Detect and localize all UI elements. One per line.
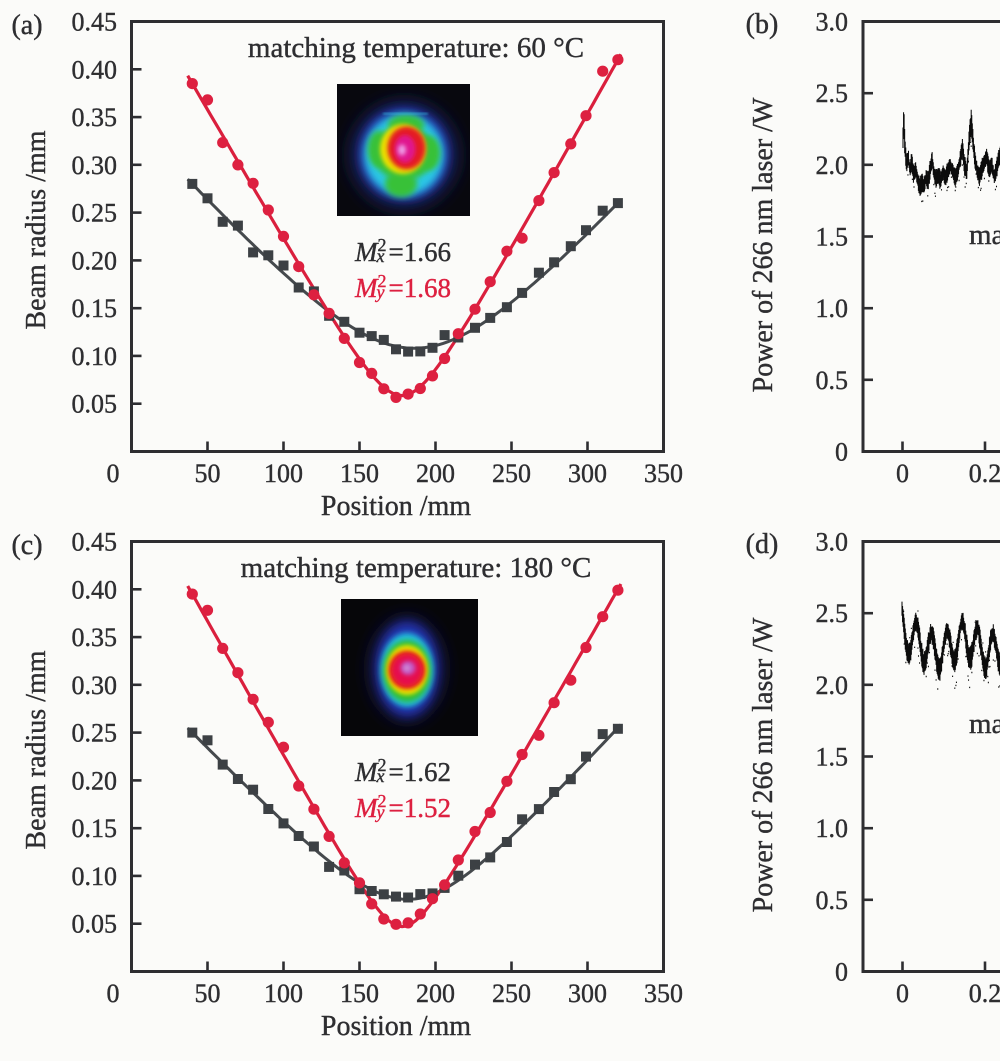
svg-text:1.0: 1.0 bbox=[816, 294, 849, 323]
svg-text:1.0: 1.0 bbox=[816, 814, 849, 843]
svg-text:0.20: 0.20 bbox=[72, 246, 118, 275]
svg-text:0.20: 0.20 bbox=[72, 766, 118, 795]
svg-text:0.25: 0.25 bbox=[72, 719, 118, 748]
svg-text:(c): (c) bbox=[11, 530, 42, 561]
svg-text:1.5: 1.5 bbox=[816, 223, 849, 252]
svg-text:2.0: 2.0 bbox=[816, 671, 849, 700]
svg-text:0.30: 0.30 bbox=[72, 671, 118, 700]
svg-text:100: 100 bbox=[264, 459, 303, 488]
svg-text:50: 50 bbox=[195, 979, 221, 1008]
svg-text:M2x=1.66: M2 x =1.66 bbox=[354, 235, 451, 267]
svg-text:0.15: 0.15 bbox=[72, 814, 118, 843]
svg-text:300: 300 bbox=[568, 459, 607, 488]
svg-text:0.40: 0.40 bbox=[72, 55, 118, 84]
svg-text:300: 300 bbox=[568, 979, 607, 1008]
svg-text:200: 200 bbox=[416, 979, 455, 1008]
svg-text:0.45: 0.45 bbox=[72, 8, 118, 37]
svg-text:Power of 266 nm laser /W: Power of 266 nm laser /W bbox=[748, 617, 779, 912]
svg-text:0: 0 bbox=[107, 459, 120, 488]
svg-text:0.40: 0.40 bbox=[72, 575, 118, 604]
svg-text:(d): (d) bbox=[746, 529, 779, 560]
svg-text:0.2: 0.2 bbox=[969, 979, 1000, 1008]
svg-text:0.5: 0.5 bbox=[816, 886, 849, 915]
svg-text:matching temperature: 180 °C: matching temperature: 180 °C bbox=[241, 552, 592, 584]
svg-text:250: 250 bbox=[492, 979, 531, 1008]
svg-text:0.15: 0.15 bbox=[72, 294, 118, 323]
svg-text:0.05: 0.05 bbox=[72, 390, 118, 419]
svg-text:0.05: 0.05 bbox=[72, 910, 118, 939]
svg-text:M2y=1.52: M2 y =1.52 bbox=[354, 791, 451, 823]
svg-text:0.10: 0.10 bbox=[72, 342, 118, 371]
svg-text:0.35: 0.35 bbox=[72, 623, 118, 652]
svg-text:Position /mm: Position /mm bbox=[321, 1011, 471, 1042]
svg-text:2.5: 2.5 bbox=[816, 599, 849, 628]
svg-text:Power of 266 nm laser /W: Power of 266 nm laser /W bbox=[748, 97, 779, 392]
svg-text:3.0: 3.0 bbox=[816, 8, 849, 37]
svg-text:M2y=1.68: M2 y =1.68 bbox=[354, 271, 451, 303]
svg-text:(a): (a) bbox=[11, 10, 42, 41]
svg-text:0.45: 0.45 bbox=[72, 528, 118, 557]
svg-text:0.25: 0.25 bbox=[72, 199, 118, 228]
svg-text:(b): (b) bbox=[746, 9, 779, 40]
svg-text:250: 250 bbox=[492, 459, 531, 488]
svg-text:0.10: 0.10 bbox=[72, 862, 118, 891]
svg-text:matching temperature: 60 °C: matching temperature: 60 °C bbox=[248, 32, 584, 64]
svg-text:Beam radius /mm: Beam radius /mm bbox=[21, 130, 52, 329]
svg-text:Beam radius /mm: Beam radius /mm bbox=[21, 650, 52, 849]
svg-text:matching temperature: matching temperature bbox=[969, 219, 1000, 251]
svg-text:0: 0 bbox=[107, 979, 120, 1008]
svg-text:150: 150 bbox=[340, 459, 379, 488]
svg-text:Position /mm: Position /mm bbox=[321, 491, 471, 522]
svg-text:50: 50 bbox=[195, 459, 221, 488]
svg-text:0.30: 0.30 bbox=[72, 151, 118, 180]
svg-text:100: 100 bbox=[264, 979, 303, 1008]
svg-text:0: 0 bbox=[896, 979, 909, 1008]
svg-text:0.35: 0.35 bbox=[72, 103, 118, 132]
svg-text:0: 0 bbox=[835, 438, 848, 467]
svg-text:3.0: 3.0 bbox=[816, 528, 849, 557]
svg-text:350: 350 bbox=[644, 979, 683, 1008]
svg-text:150: 150 bbox=[340, 979, 379, 1008]
svg-text:1.5: 1.5 bbox=[816, 743, 849, 772]
svg-text:matching temperature: matching temperature bbox=[969, 708, 1000, 740]
svg-text:0.2: 0.2 bbox=[969, 459, 1000, 488]
svg-text:200: 200 bbox=[416, 459, 455, 488]
svg-text:2.5: 2.5 bbox=[816, 79, 849, 108]
svg-text:0: 0 bbox=[835, 958, 848, 987]
svg-text:0: 0 bbox=[896, 459, 909, 488]
svg-text:0.5: 0.5 bbox=[816, 366, 849, 395]
svg-text:350: 350 bbox=[644, 459, 683, 488]
svg-text:2.0: 2.0 bbox=[816, 151, 849, 180]
svg-text:M2x=1.62: M2 x =1.62 bbox=[354, 755, 451, 787]
